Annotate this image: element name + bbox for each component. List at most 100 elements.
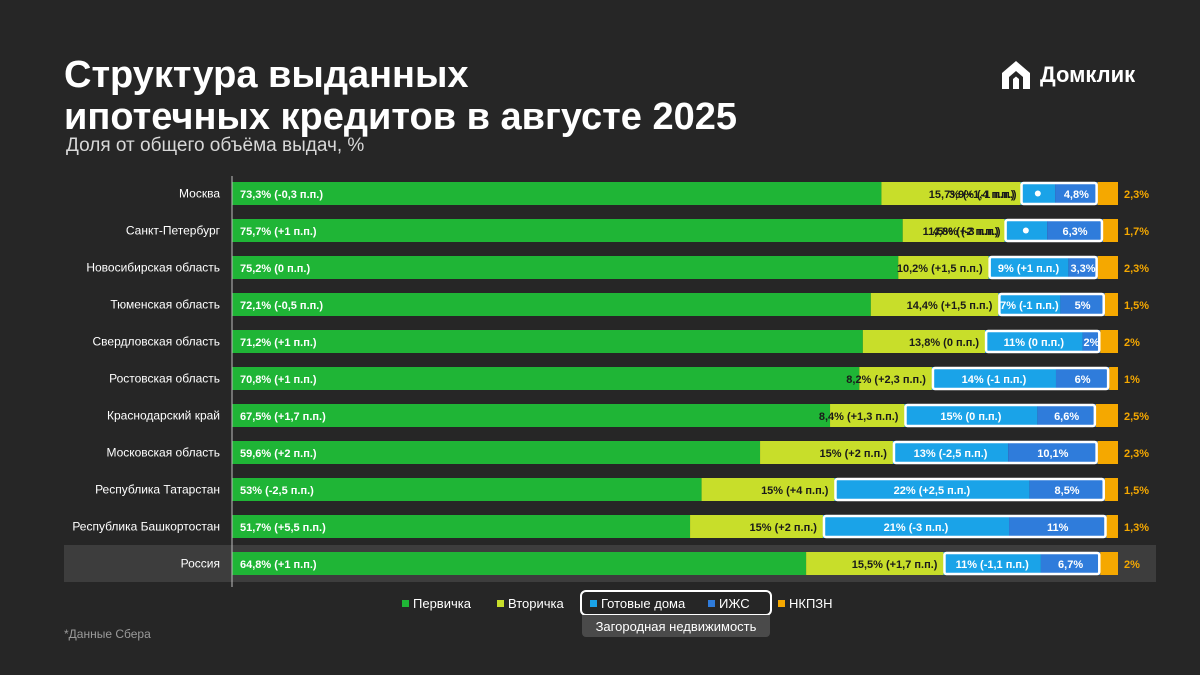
- data-label-secondary: 8,2% (+2,3 п.п.): [846, 374, 926, 386]
- bar-izhs: [1008, 441, 1098, 464]
- bar-secondary: [898, 256, 989, 279]
- data-label-ready-houses: 9% (+1 п.п.): [998, 263, 1060, 275]
- data-label-nkpzn: 2,3%: [1124, 189, 1149, 201]
- legend-label-secondary: Вторичка: [508, 596, 564, 611]
- legend-item-ready-houses: Готовые дома: [590, 596, 685, 611]
- category-label: Московская область: [106, 446, 220, 460]
- title-line-2: ипотечных кредитов в августе 2025: [64, 96, 738, 138]
- suburban-frame: [1020, 181, 1098, 206]
- legend-swatch-nkpzn: [778, 600, 785, 607]
- bar-primary: [232, 256, 899, 279]
- bar-nkpzn: [1097, 441, 1118, 464]
- legend-label-nkpzn: НКПЗН: [789, 596, 833, 611]
- data-label-primary: 64,8% (+1 п.п.): [240, 559, 317, 571]
- category-label: Республика Татарстан: [95, 483, 220, 497]
- data-label-secondary: 15% (+2 п.п.): [820, 448, 888, 460]
- bar-secondary: [902, 219, 1005, 242]
- data-label-primary: 71,2% (+1 п.п.): [240, 337, 317, 349]
- bar-nkpzn: [1104, 293, 1118, 316]
- bar-primary: [232, 552, 807, 575]
- data-label-ready-houses: 11% (0 п.п.): [1004, 337, 1065, 349]
- bar-ready_houses: [904, 404, 1038, 427]
- data-label-izhs: 5%: [1075, 300, 1091, 312]
- data-label-nkpzn: 1,3%: [1124, 522, 1149, 534]
- data-label-nkpzn: 2%: [1124, 559, 1140, 571]
- data-label-primary: 67,5% (+1,7 п.п.): [240, 411, 326, 423]
- legend-swatch-ready-houses: [590, 600, 597, 607]
- category-label: Свердловская область: [93, 335, 220, 349]
- bar-izhs: [1029, 478, 1105, 501]
- suburban-frame: [822, 514, 1107, 539]
- ready-houses-marker: [1022, 227, 1029, 234]
- brand-name: Домклик: [1040, 62, 1136, 87]
- bar-primary: [232, 515, 691, 538]
- data-label-izhs: 6,7%: [1058, 559, 1083, 571]
- bar-secondary: [859, 367, 932, 390]
- title-line-1: Структура выданных: [64, 54, 469, 96]
- data-label-izhs: 11%: [1047, 522, 1069, 534]
- data-label-ready-houses: 22% (+2,5 п.п.): [894, 485, 971, 497]
- brand-logo: Домклик: [998, 57, 1135, 93]
- data-label-secondary: 13,8% (0 п.п.): [909, 337, 979, 349]
- data-label-secondary: 15,7% (+1,4 п.п.): [929, 189, 1015, 201]
- bar-ready_houses: [834, 478, 1030, 501]
- data-label-izhs: 10,1%: [1037, 448, 1068, 460]
- category-label: Тюменская область: [110, 298, 220, 312]
- bar-ready_houses: [988, 256, 1069, 279]
- legend-label-izhs: ИЖС: [719, 596, 750, 611]
- data-label-ready-houses: 11% (-1,1 п.п.): [956, 559, 1030, 571]
- legend-group-label: Загородная недвижимость: [582, 615, 770, 637]
- data-label-nkpzn: 2,3%: [1124, 448, 1149, 460]
- category-label: Новосибирская область: [86, 261, 220, 275]
- legend-item-nkpzn: НКПЗН: [778, 596, 833, 611]
- data-label-izhs: 2%: [1083, 337, 1099, 349]
- bar-izhs: [1055, 367, 1110, 390]
- suburban-frame: [904, 403, 1097, 428]
- data-label-primary: 59,6% (+2 п.п.): [240, 448, 317, 460]
- data-label-izhs: 4,8%: [1064, 189, 1089, 201]
- legend-label-ready-houses: Готовые дома: [601, 596, 686, 611]
- bar-secondary: [862, 330, 986, 353]
- bar-ready_houses: [943, 552, 1041, 575]
- data-label-nkpzn: 2%: [1124, 337, 1140, 349]
- category-label: Россия: [181, 557, 220, 571]
- category-label: Краснодарский край: [107, 409, 220, 423]
- data-label-secondary: 11,5% (+2 п.п.): [923, 226, 999, 238]
- data-label-ready-houses: 15% (0 п.п.): [940, 411, 1001, 423]
- bar-primary: [232, 404, 831, 427]
- data-label-primary: 72,1% (-0,5 п.п.): [240, 300, 323, 312]
- suburban-frame: [1004, 218, 1104, 243]
- bar-primary: [232, 293, 871, 316]
- page-title: Структура выданных ипотечных кредитов в …: [64, 54, 864, 138]
- bar-primary: [232, 330, 863, 353]
- data-label-nkpzn: 1,5%: [1124, 300, 1149, 312]
- data-label-ready-houses: 3,9% (-1 п.п.): [949, 189, 1017, 201]
- bar-nkpzn: [1100, 552, 1118, 575]
- data-label-ready-houses: 14% (-1 п.п.): [962, 374, 1027, 386]
- bar-primary: [232, 367, 860, 390]
- bar-nkpzn: [1097, 182, 1118, 205]
- bar-secondary: [760, 441, 893, 464]
- suburban-frame: [943, 551, 1101, 576]
- category-label: Санкт-Петербург: [126, 224, 221, 238]
- data-label-secondary: 15% (+2 п.п.): [750, 522, 818, 534]
- legend-item-secondary: Вторичка: [497, 596, 564, 611]
- data-label-nkpzn: 2,5%: [1124, 411, 1149, 423]
- bar-secondary: [806, 552, 944, 575]
- data-label-primary: 73,3% (-0,3 п.п.): [240, 189, 323, 201]
- ready-houses-marker: [1034, 190, 1041, 197]
- bar-nkpzn: [1109, 367, 1118, 390]
- data-label-izhs: 6%: [1075, 374, 1091, 386]
- chart-subtitle: Доля от общего объёма выдач, %: [66, 135, 365, 156]
- bar-nkpzn: [1106, 515, 1118, 538]
- data-label-primary: 51,7% (+5,5 п.п.): [240, 522, 326, 534]
- bar-izhs: [1037, 404, 1096, 427]
- bar-izhs: [1040, 552, 1101, 575]
- bar-ready_houses: [892, 441, 1009, 464]
- data-label-izhs: 6,6%: [1054, 411, 1079, 423]
- data-label-primary: 70,8% (+1 п.п.): [240, 374, 317, 386]
- legend-label-primary: Первичка: [413, 596, 471, 611]
- footnote: *Данные Сбера: [64, 627, 151, 641]
- suburban-frame: [892, 440, 1098, 465]
